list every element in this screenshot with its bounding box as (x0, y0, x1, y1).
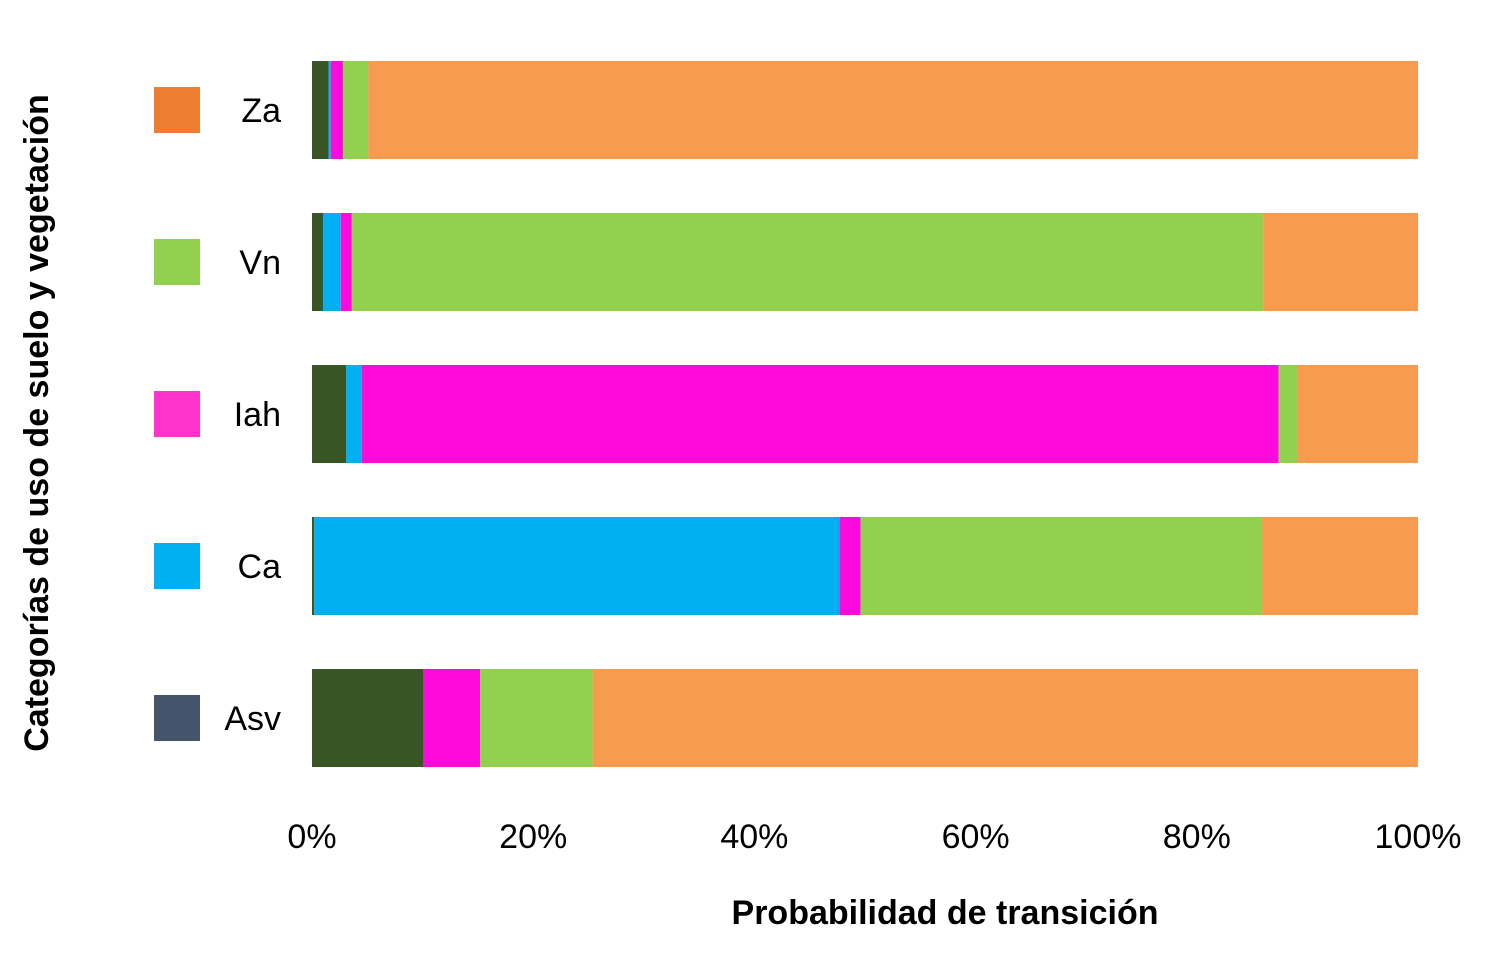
legend-swatch-ca (154, 543, 200, 589)
bar-segment-ca-to-asv (312, 517, 315, 615)
bar-segment-asv-to-asv (312, 669, 424, 767)
x-axis-ticks: 0% 20% 40% 60% 80% 100% (287, 818, 1461, 856)
category-legend: Za Vn Iah Ca Asv (154, 87, 281, 741)
bar-segment-vn-to-vn (351, 213, 1264, 311)
legend-swatch-iah (154, 391, 200, 437)
bar-segment-za-to-vn (342, 61, 369, 159)
bar-segment-za-to-iah (330, 61, 343, 159)
bar-segment-ca-to-ca (314, 517, 840, 615)
category-label-za: Za (241, 92, 281, 130)
bar-segment-iah-to-za (1297, 365, 1418, 463)
bar-segment-vn-to-ca (323, 213, 341, 311)
x-tick-label: 20% (499, 818, 567, 856)
bar-segment-iah-to-vn (1278, 365, 1298, 463)
category-label-asv: Asv (224, 700, 281, 738)
bar-segment-iah-to-ca (346, 365, 362, 463)
legend-swatch-za (154, 87, 200, 133)
legend-swatch-vn (154, 239, 200, 285)
bar-segment-ca-to-iah (839, 517, 861, 615)
x-tick-label: 60% (942, 818, 1010, 856)
bar-segment-vn-to-za (1263, 213, 1418, 311)
bar-segment-ca-to-vn (860, 517, 1263, 615)
category-label-iah: Iah (234, 396, 281, 434)
y-axis-title: Categorías de uso de suelo y vegetación (18, 94, 56, 752)
legend-swatch-asv (154, 695, 200, 741)
bar-segment-asv-to-iah (423, 669, 481, 767)
x-tick-label: 40% (720, 818, 788, 856)
bar-segment-iah-to-iah (361, 365, 1279, 463)
category-label-ca: Ca (238, 548, 282, 586)
category-label-vn: Vn (239, 244, 281, 282)
x-tick-label: 0% (287, 818, 336, 856)
bar-segment-za-to-asv (312, 61, 329, 159)
bar-segment-ca-to-za (1262, 517, 1418, 615)
bar-segment-iah-to-asv (312, 365, 347, 463)
x-tick-label: 80% (1163, 818, 1231, 856)
bar-segment-asv-to-za (592, 669, 1418, 767)
bar-segment-asv-to-vn (480, 669, 593, 767)
bar-segment-za-to-ca (328, 61, 331, 159)
bar-segment-vn-to-asv (312, 213, 324, 311)
bar-segment-vn-to-iah (340, 213, 352, 311)
x-axis-title: Probabilidad de transición (732, 894, 1159, 932)
bar-segments (312, 61, 1418, 767)
x-tick-label: 100% (1375, 818, 1462, 856)
bar-segment-za-to-za (368, 61, 1418, 159)
